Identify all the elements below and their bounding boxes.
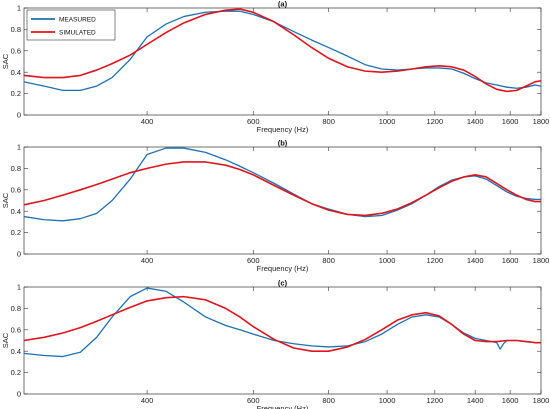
legend: MEASURED SIMULATED bbox=[26, 9, 116, 41]
y-tick-label: 0.2 bbox=[11, 368, 21, 377]
y-axis-label: SAC bbox=[1, 53, 10, 69]
x-tick-label: 1200 bbox=[426, 396, 443, 405]
chart-title: (a) bbox=[278, 0, 288, 9]
y-tick-label: 0 bbox=[17, 250, 21, 259]
x-axis-label: Frequency (Hz) bbox=[257, 264, 309, 273]
x-tick-label: 1200 bbox=[426, 256, 443, 265]
y-tick-label: 0.2 bbox=[11, 89, 21, 98]
x-tick-label: 1200 bbox=[426, 117, 443, 126]
x-axis-label: Frequency (Hz) bbox=[257, 404, 309, 409]
y-tick-label: 1 bbox=[17, 143, 21, 152]
x-tick-label: 1400 bbox=[467, 117, 484, 126]
y-axis-label: SAC bbox=[1, 332, 10, 348]
x-tick-label: 1400 bbox=[467, 256, 484, 265]
series-line-measured bbox=[23, 10, 542, 92]
y-tick-label: 0.8 bbox=[11, 25, 21, 34]
y-tick-label: 0 bbox=[17, 111, 21, 120]
x-tick-label: 600 bbox=[247, 117, 260, 126]
x-axis-label: Frequency (Hz) bbox=[257, 125, 309, 134]
y-tick-label: 1 bbox=[17, 4, 21, 13]
y-tick-label: 0.2 bbox=[11, 228, 21, 237]
y-tick-label: 0.6 bbox=[11, 325, 21, 334]
y-tick-label: 1 bbox=[17, 283, 21, 292]
y-tick-label: 0.6 bbox=[11, 185, 21, 194]
x-tick-label: 600 bbox=[247, 396, 260, 405]
x-tick-label: 1400 bbox=[467, 396, 484, 405]
plot-area bbox=[23, 146, 542, 255]
y-tick-label: 0.8 bbox=[11, 164, 21, 173]
series-line-measured bbox=[23, 287, 541, 358]
y-tick-label: 0.8 bbox=[11, 304, 21, 313]
y-tick-label: 0 bbox=[17, 390, 21, 399]
x-tick-label: 1600 bbox=[502, 117, 519, 126]
y-axis-label: SAC bbox=[1, 192, 10, 208]
x-tick-label: 400 bbox=[141, 256, 154, 265]
x-tick-label: 1000 bbox=[379, 117, 396, 126]
series-line-simulated bbox=[23, 8, 542, 93]
legend-label-simulated: SIMULATED bbox=[59, 29, 96, 36]
x-tick-label: 800 bbox=[322, 256, 335, 265]
plot-area bbox=[23, 286, 542, 395]
chart-title: (c) bbox=[278, 279, 288, 288]
x-tick-label: 400 bbox=[141, 117, 154, 126]
series-line-simulated bbox=[23, 161, 541, 217]
legend-label-measured: MEASURED bbox=[59, 16, 96, 23]
x-tick-label: 400 bbox=[141, 396, 154, 405]
x-tick-label: 800 bbox=[322, 396, 335, 405]
chart-title: (b) bbox=[278, 139, 288, 148]
series-line-simulated bbox=[23, 295, 541, 353]
x-tick-label: 1000 bbox=[379, 396, 396, 405]
y-tick-label: 0.4 bbox=[11, 347, 21, 356]
x-tick-label: 600 bbox=[247, 256, 260, 265]
x-tick-label: 1600 bbox=[502, 256, 519, 265]
x-tick-label: 1800 bbox=[533, 396, 550, 405]
legend-box bbox=[26, 9, 116, 41]
x-tick-label: 1800 bbox=[533, 256, 550, 265]
x-tick-label: 1600 bbox=[502, 396, 519, 405]
x-tick-label: 800 bbox=[322, 117, 335, 126]
x-tick-label: 1000 bbox=[379, 256, 396, 265]
y-tick-label: 0.4 bbox=[11, 68, 21, 77]
y-tick-label: 0.6 bbox=[11, 46, 21, 55]
x-tick-label: 1800 bbox=[533, 117, 550, 126]
series-line-measured bbox=[23, 147, 541, 222]
y-tick-label: 0.4 bbox=[11, 207, 21, 216]
